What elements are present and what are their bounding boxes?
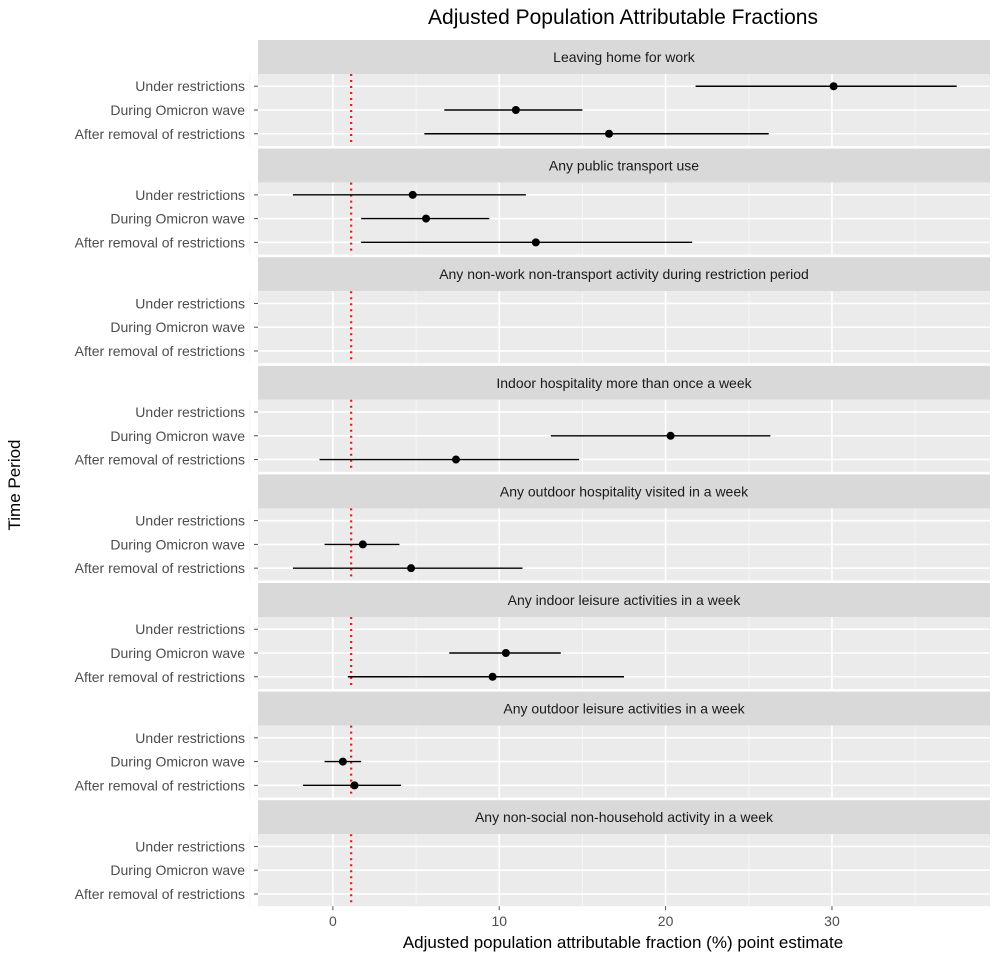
facet-panel: Any non-social non-household activity in…: [75, 800, 990, 907]
chart-title: Adjusted Population Attributable Fractio…: [428, 6, 818, 29]
point-estimate: [338, 757, 347, 766]
point-estimate: [501, 649, 510, 657]
row-label: Under restrictions: [135, 621, 245, 637]
row-label: During Omicron wave: [110, 645, 245, 661]
facet-panel: Indoor hospitality more than once a week…: [75, 365, 990, 472]
x-axis-label: Adjusted population attributable fractio…: [403, 933, 843, 952]
facet-panels: Leaving home for work Under restrictions D…: [75, 40, 990, 907]
point-estimate: [829, 82, 838, 91]
point-estimate: [605, 129, 614, 138]
facet-strip-title: Any non-social non-household activity in…: [475, 809, 774, 825]
row-label: During Omicron wave: [110, 862, 245, 878]
point-estimate: [358, 540, 367, 549]
facet-panel: Any public transport use Under restrictio…: [75, 148, 990, 255]
facet-strip: [258, 474, 990, 509]
row-label: Under restrictions: [135, 295, 245, 311]
row-label: Under restrictions: [135, 404, 245, 420]
row-label: After removal of restrictions: [75, 452, 245, 468]
x-axis: 0 10 20 30: [329, 906, 840, 929]
x-tick-label: 0: [329, 913, 337, 929]
y-axis-label: Time Period: [5, 439, 24, 530]
facet-strip-title: Indoor hospitality more than once a week: [496, 375, 752, 391]
point-estimate: [531, 238, 540, 247]
facet-strip-title: Any public transport use: [549, 158, 699, 174]
facet-panel: Any outdoor leisure activities in a week…: [75, 691, 990, 798]
facet-panel: Leaving home for work Under restrictions D…: [75, 40, 990, 146]
point-estimate: [407, 564, 416, 573]
row-label: After removal of restrictions: [75, 886, 245, 902]
row-label: Under restrictions: [135, 513, 245, 529]
facet-strip: [258, 148, 990, 183]
point-estimate: [511, 106, 520, 114]
row-label: During Omicron wave: [110, 754, 245, 770]
row-label: During Omicron wave: [110, 428, 245, 444]
facet-strip-title: Any outdoor leisure activities in a week: [503, 701, 745, 717]
facet-strip: [258, 583, 990, 617]
row-label: Under restrictions: [135, 78, 245, 94]
row-label: After removal of restrictions: [75, 560, 245, 576]
facet-strip: [258, 691, 990, 726]
point-estimate: [451, 455, 460, 464]
point-estimate: [408, 190, 417, 199]
point-estimate: [422, 214, 431, 223]
point-estimate: [488, 672, 497, 681]
x-tick-label: 20: [658, 913, 674, 929]
row-label: After removal of restrictions: [75, 126, 245, 142]
facet-panel: Any non-work non-transport activity duri…: [75, 257, 990, 364]
row-label: After removal of restrictions: [75, 234, 245, 250]
row-label: During Omicron wave: [110, 102, 245, 118]
facet-strip: [258, 365, 990, 400]
facet-strip: [258, 800, 990, 835]
row-label: After removal of restrictions: [75, 343, 245, 359]
x-tick-label: 10: [491, 913, 507, 929]
facet-panel: Any indoor leisure activities in a week U…: [75, 583, 990, 689]
row-label: Under restrictions: [135, 730, 245, 746]
x-tick-label: 30: [824, 913, 840, 929]
facet-strip-title: Leaving home for work: [553, 49, 696, 65]
point-estimate: [666, 431, 675, 440]
row-label: Under restrictions: [135, 838, 245, 854]
point-estimate: [350, 781, 359, 790]
row-label: Under restrictions: [135, 187, 245, 203]
facet-strip: [258, 257, 990, 292]
facet-strip-title: Any indoor leisure activities in a week: [508, 592, 742, 608]
row-label: After removal of restrictions: [75, 669, 245, 685]
facet-panel: Any outdoor hospitality visited in a wee…: [75, 474, 990, 581]
facet-strip: [258, 40, 990, 74]
facet-strip-title: Any outdoor hospitality visited in a wee…: [500, 483, 749, 499]
row-label: After removal of restrictions: [75, 777, 245, 793]
row-label: During Omicron wave: [110, 536, 245, 552]
row-label: During Omicron wave: [110, 211, 245, 227]
facet-strip-title: Any non-work non-transport activity duri…: [439, 266, 809, 282]
row-label: During Omicron wave: [110, 319, 245, 335]
